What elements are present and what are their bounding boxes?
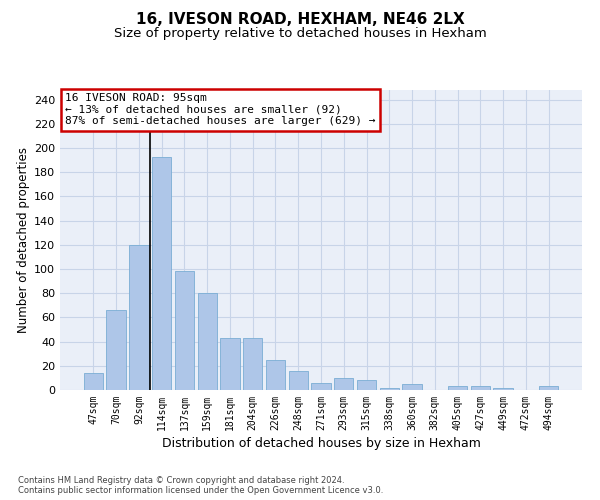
Bar (106, 310, 126, 390)
Bar (243, 338, 262, 390)
Bar (197, 293, 217, 390)
Bar (129, 245, 149, 390)
Bar (403, 384, 422, 390)
Text: Distribution of detached houses by size in Hexham: Distribution of detached houses by size … (161, 438, 481, 450)
Bar (470, 386, 490, 390)
Bar (175, 272, 194, 390)
Bar (334, 378, 353, 390)
Text: 16, IVESON ROAD, HEXHAM, NE46 2LX: 16, IVESON ROAD, HEXHAM, NE46 2LX (136, 12, 464, 28)
Bar (448, 386, 467, 390)
Bar (493, 388, 513, 390)
Bar (84, 373, 103, 390)
Bar (289, 370, 308, 390)
Bar (266, 360, 285, 390)
Y-axis label: Number of detached properties: Number of detached properties (17, 147, 30, 333)
Bar (380, 388, 399, 390)
Text: Contains HM Land Registry data © Crown copyright and database right 2024.
Contai: Contains HM Land Registry data © Crown c… (18, 476, 383, 495)
Text: Size of property relative to detached houses in Hexham: Size of property relative to detached ho… (113, 28, 487, 40)
Bar (152, 156, 172, 390)
Text: 16 IVESON ROAD: 95sqm
← 13% of detached houses are smaller (92)
87% of semi-deta: 16 IVESON ROAD: 95sqm ← 13% of detached … (65, 93, 376, 126)
Bar (357, 380, 376, 390)
Bar (311, 382, 331, 390)
Bar (220, 338, 239, 390)
Bar (539, 386, 558, 390)
